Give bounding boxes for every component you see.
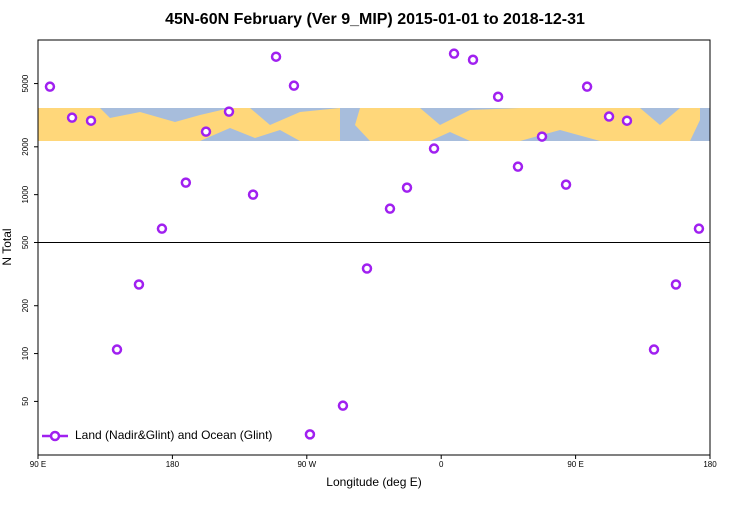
x-tick-label: 0 <box>439 460 444 469</box>
point <box>693 223 705 234</box>
x-tick-label: 90 W <box>297 460 316 469</box>
point <box>384 203 396 214</box>
point <box>85 115 97 126</box>
point <box>44 81 56 92</box>
point <box>492 91 504 103</box>
x-tick-label: 90 E <box>30 460 46 469</box>
y-tick-label: 1000 <box>21 185 30 203</box>
point <box>200 126 212 137</box>
point <box>304 429 316 440</box>
point <box>603 111 615 122</box>
point <box>288 80 300 91</box>
point <box>337 400 349 411</box>
point <box>560 179 572 190</box>
y-tick-label: 200 <box>21 299 30 313</box>
point <box>247 189 259 200</box>
point <box>448 48 460 59</box>
x-tick-label: 90 E <box>567 460 583 469</box>
legend-label: Land (Nadir&Glint) and Ocean (Glint) <box>75 428 272 442</box>
y-tick-label: 100 <box>21 346 30 360</box>
point <box>401 182 413 193</box>
x-tick-label: 180 <box>703 460 717 469</box>
point <box>111 344 123 355</box>
point <box>180 177 192 188</box>
point <box>223 106 235 117</box>
y-tick-label: 5000 <box>21 74 30 92</box>
point <box>467 54 479 66</box>
point <box>581 81 593 92</box>
point <box>66 112 78 123</box>
point <box>428 143 440 154</box>
point <box>512 161 524 172</box>
y-tick-label: 2000 <box>21 137 30 155</box>
point <box>648 344 660 355</box>
point <box>270 51 282 62</box>
chart-title: 45N-60N February (Ver 9_MIP) 2015-01-01 … <box>165 11 585 28</box>
y-tick-label: 50 <box>21 396 30 405</box>
point <box>361 263 373 274</box>
x-tick-label: 180 <box>166 460 180 469</box>
point <box>133 279 145 290</box>
point <box>621 115 633 126</box>
point <box>670 279 682 290</box>
legend-marker <box>49 430 61 442</box>
y-axis-label: N Total <box>0 228 14 265</box>
x-axis-label: Longitude (deg E) <box>326 475 421 489</box>
point <box>536 131 548 142</box>
point <box>156 223 168 234</box>
y-tick-label: 500 <box>21 235 30 249</box>
plot-frame <box>37 39 711 456</box>
